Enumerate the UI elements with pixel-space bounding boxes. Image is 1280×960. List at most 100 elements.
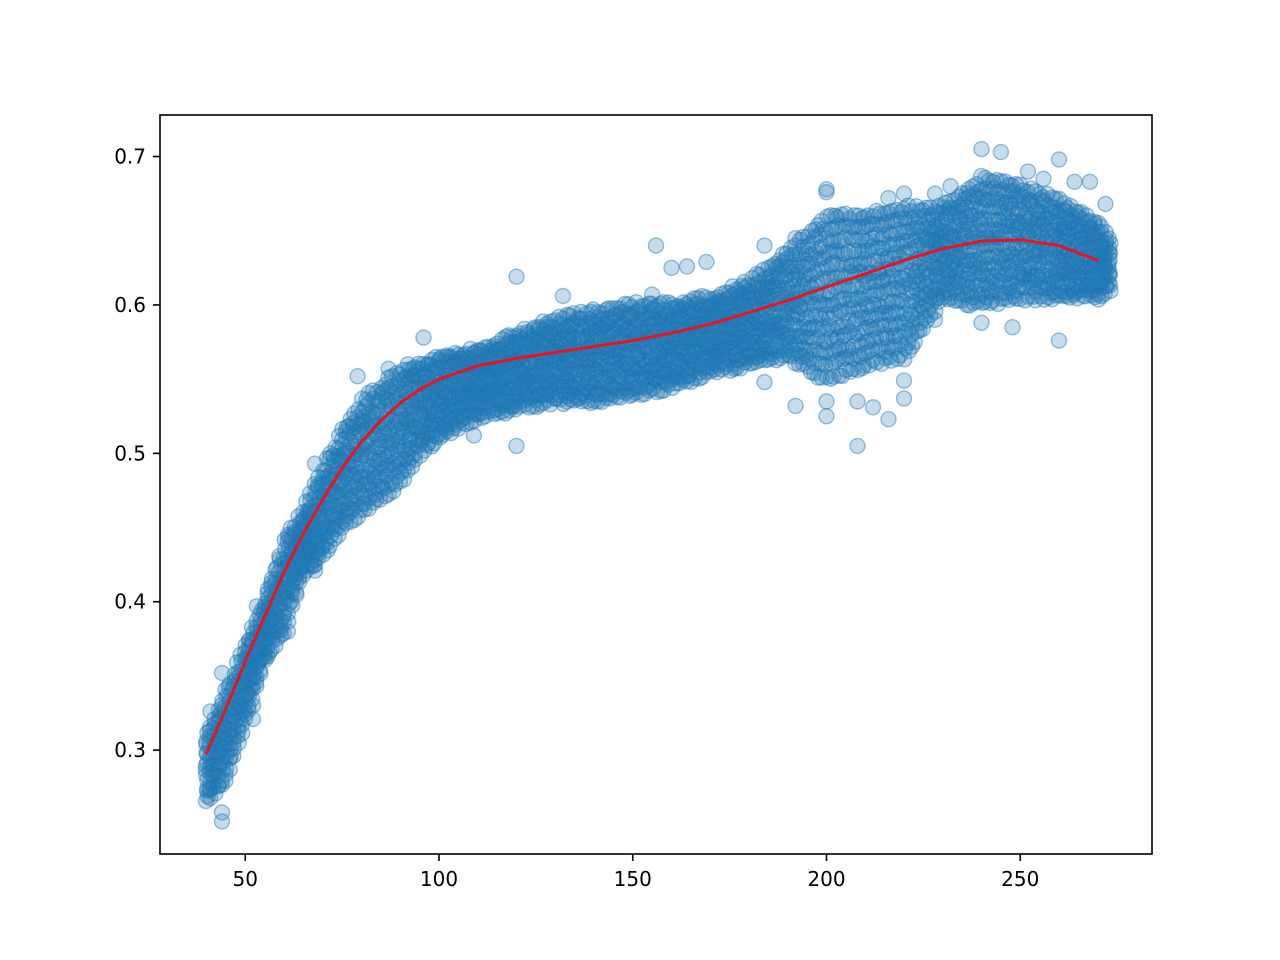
scatter-point (280, 595, 298, 613)
scatter-point (365, 462, 382, 479)
scatter-point (523, 384, 540, 401)
scatter-point (303, 558, 320, 575)
scatter-point (340, 417, 358, 435)
scatter-point (213, 772, 230, 789)
scatter-point (527, 331, 544, 348)
scatter-point (535, 362, 552, 379)
scatter-point (476, 408, 494, 425)
scatter-point (449, 381, 466, 398)
scatter-point (464, 386, 482, 403)
scatter-point (373, 379, 390, 397)
scatter-point (364, 480, 382, 497)
scatter-point (511, 398, 528, 415)
scatter-point (449, 375, 467, 392)
scatter-point (419, 357, 437, 374)
scatter-point (383, 474, 400, 492)
scatter-point (330, 450, 347, 467)
scatter-point (504, 392, 522, 409)
scatter-point (199, 772, 216, 789)
scatter-point (330, 447, 347, 465)
scatter-point (217, 772, 234, 789)
scatter-point (439, 399, 456, 416)
scatter-point (318, 508, 335, 526)
scatter-point (400, 454, 417, 472)
scatter-point (307, 551, 324, 568)
scatter-point (419, 355, 436, 373)
scatter-point (477, 380, 494, 398)
scatter-point (338, 429, 355, 447)
scatter-point (469, 385, 487, 402)
scatter-point (245, 660, 262, 677)
scatter-point (415, 403, 433, 421)
scatter-point (323, 520, 340, 537)
scatter-point (259, 630, 277, 647)
scatter-point (323, 458, 340, 475)
scatter-point (530, 318, 548, 336)
scatter-point (442, 402, 459, 419)
scatter-point (197, 761, 215, 778)
scatter-point (442, 395, 459, 412)
scatter-point (360, 480, 377, 497)
scatter-point (526, 319, 544, 336)
scatter-point (345, 427, 362, 444)
scatter-point (204, 779, 222, 796)
scatter-point (210, 760, 227, 777)
scatter-point (524, 321, 542, 338)
scatter-point (522, 367, 540, 384)
scatter-point-outlier (818, 408, 835, 425)
scatter-point (269, 630, 286, 647)
scatter-point (380, 448, 397, 465)
scatter-point (352, 438, 370, 455)
scatter-point (423, 438, 440, 455)
scatter-point (400, 374, 417, 392)
scatter-point (237, 694, 254, 711)
scatter-point (372, 438, 389, 455)
scatter-point (407, 405, 424, 422)
scatter-point (481, 398, 498, 415)
scatter-point (380, 477, 397, 494)
scatter-point (309, 533, 326, 550)
scatter-point (457, 415, 475, 433)
scatter-point (264, 624, 282, 642)
scatter-point (535, 326, 552, 343)
scatter-point (315, 469, 332, 486)
scatter-point (360, 405, 378, 423)
scatter-point (465, 406, 483, 423)
scatter-point (321, 500, 338, 517)
scatter-point (403, 440, 420, 457)
scatter-point (298, 548, 315, 565)
scatter-point (442, 411, 459, 428)
scatter-point (470, 406, 487, 423)
scatter-point (412, 413, 429, 430)
scatter-point (439, 415, 456, 432)
scatter-point (403, 425, 420, 442)
scatter-point (422, 388, 439, 406)
scatter-point (342, 513, 359, 531)
scatter-point (298, 493, 315, 510)
scatter-point (237, 676, 255, 693)
scatter-point (317, 462, 334, 479)
scatter-point (372, 471, 390, 488)
scatter-point (418, 398, 435, 415)
scatter-point (222, 726, 240, 743)
scatter-point (377, 432, 394, 450)
scatter-point (539, 370, 556, 388)
scatter-point (364, 382, 382, 399)
scatter-point (299, 540, 316, 557)
scatter-point (313, 474, 331, 492)
scatter-point (301, 485, 319, 502)
scatter-point-outlier (647, 237, 665, 254)
scatter-point (310, 479, 327, 496)
scatter-point (375, 445, 393, 463)
scatter-point (275, 614, 292, 631)
scatter-point (286, 523, 303, 540)
scatter-point (365, 424, 383, 442)
scatter-point (442, 415, 459, 433)
scatter-point (426, 382, 443, 399)
scatter-point (280, 578, 297, 595)
scatter-point (527, 375, 544, 392)
scatter-point (371, 403, 389, 420)
scatter-point (427, 348, 445, 366)
scatter-point (528, 386, 546, 404)
scatter-point (539, 384, 557, 402)
